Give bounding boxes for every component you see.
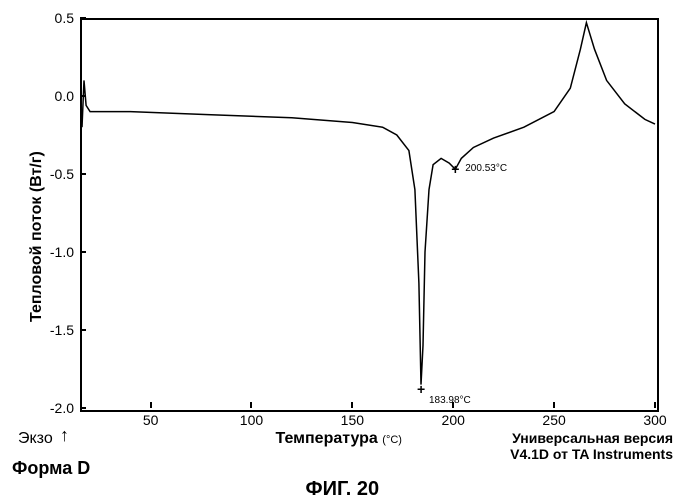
annotation-marker: +: [451, 165, 459, 173]
annotation-label: 200.53°C: [465, 163, 507, 174]
y-tick: [80, 173, 86, 175]
figure-text: ФИГ. 20: [306, 478, 380, 500]
y-tick-label: -2.0: [34, 400, 74, 416]
y-tick-label: -1.0: [34, 244, 74, 260]
y-tick-label: 0.0: [34, 88, 74, 104]
dsc-curve: [82, 23, 655, 385]
instrument-line2: V4.1D от TA Instruments: [510, 446, 673, 462]
x-tick-label: 300: [640, 412, 670, 428]
x-tick-label: 250: [539, 412, 569, 428]
annotation-marker: +: [417, 385, 425, 393]
x-tick: [250, 402, 252, 408]
figure-label: ФИГ. 20: [306, 478, 380, 501]
x-tick-label: 200: [438, 412, 468, 428]
x-tick: [654, 402, 656, 408]
form-text: Форма D: [12, 458, 90, 478]
exo-arrow-icon: ↑: [60, 426, 69, 444]
y-tick: [80, 407, 86, 409]
x-tick-label: 150: [337, 412, 367, 428]
form-label: Форма D: [12, 458, 90, 479]
annotation-label: 183.98°C: [429, 395, 471, 406]
y-tick-label: 0.5: [34, 10, 74, 26]
x-tick: [553, 402, 555, 408]
exo-label: Экзо: [18, 430, 53, 448]
x-tick-label: 100: [236, 412, 266, 428]
instrument-version: Универсальная версия V4.1D от TA Instrum…: [510, 430, 673, 462]
x-tick: [150, 402, 152, 408]
y-tick: [80, 251, 86, 253]
instrument-line1: Универсальная версия: [512, 430, 673, 446]
y-tick: [80, 329, 86, 331]
exo-text: Экзо: [18, 430, 53, 447]
dsc-figure: Тепловой поток (Вт/г) Температура (°C) Э…: [0, 0, 691, 500]
x-tick-label: 50: [136, 412, 166, 428]
x-tick: [351, 402, 353, 408]
y-tick-label: -1.5: [34, 322, 74, 338]
y-tick: [80, 95, 86, 97]
y-tick: [80, 17, 86, 19]
y-tick-label: -0.5: [34, 166, 74, 182]
